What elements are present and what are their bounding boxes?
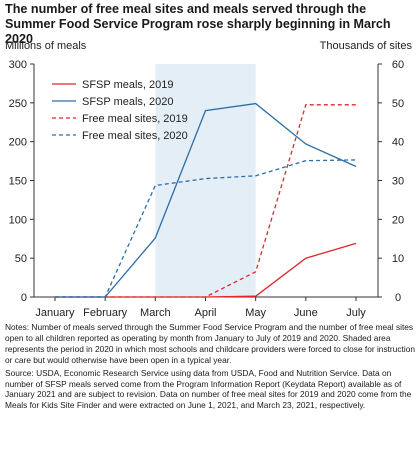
y-tick-label-right: 10 — [392, 253, 404, 265]
y-tick-label-left: 50 — [15, 253, 27, 265]
x-tick-label: May — [245, 307, 266, 319]
x-tick-label: January — [35, 307, 75, 319]
legend-label: SFSP meals, 2020 — [82, 96, 174, 108]
y-tick-label-right: 0 — [395, 292, 401, 304]
x-tick-label: March — [140, 307, 171, 319]
legend-label: Free meal sites, 2020 — [82, 130, 188, 142]
y-axis-label-left: Millions of meals — [5, 40, 87, 52]
x-tick-label: February — [83, 307, 128, 319]
notes-text: Notes: Number of meals served through th… — [5, 322, 415, 365]
y-tick-label-left: 300 — [9, 59, 27, 71]
y-tick-label-right: 20 — [392, 214, 404, 226]
y-tick-label-left: 150 — [9, 176, 27, 188]
source-text: Source: USDA, Economic Research Service … — [5, 367, 412, 411]
y-tick-label-right: 60 — [392, 59, 404, 71]
x-tick-label: July — [346, 307, 366, 319]
y-tick-label-left: 200 — [9, 137, 27, 149]
legend-label: Free meal sites, 2019 — [82, 113, 188, 125]
shaded-period — [155, 64, 256, 297]
series-line-free-meal-sites-2020 — [55, 159, 357, 298]
y-axis-label-right: Thousands of sites — [320, 40, 413, 52]
y-tick-label-right: 30 — [392, 176, 404, 188]
y-tick-label-right: 40 — [392, 137, 404, 149]
legend-label: SFSP meals, 2019 — [82, 79, 174, 91]
y-tick-label-left: 100 — [9, 214, 27, 226]
x-tick-label: June — [294, 307, 318, 319]
line-chart: 0 50 100 150 200 250 300 0 10 20 30 40 50 60 January Fe… — [5, 40, 413, 319]
y-tick-label-left: 0 — [21, 292, 27, 304]
y-tick-label-right: 50 — [392, 98, 404, 110]
notes-block: Notes: Number of meals served through th… — [5, 322, 417, 413]
chart-title: The number of free meal sites and meals … — [5, 2, 391, 46]
x-tick-label: April — [194, 307, 216, 319]
y-tick-label-left: 250 — [9, 98, 27, 110]
